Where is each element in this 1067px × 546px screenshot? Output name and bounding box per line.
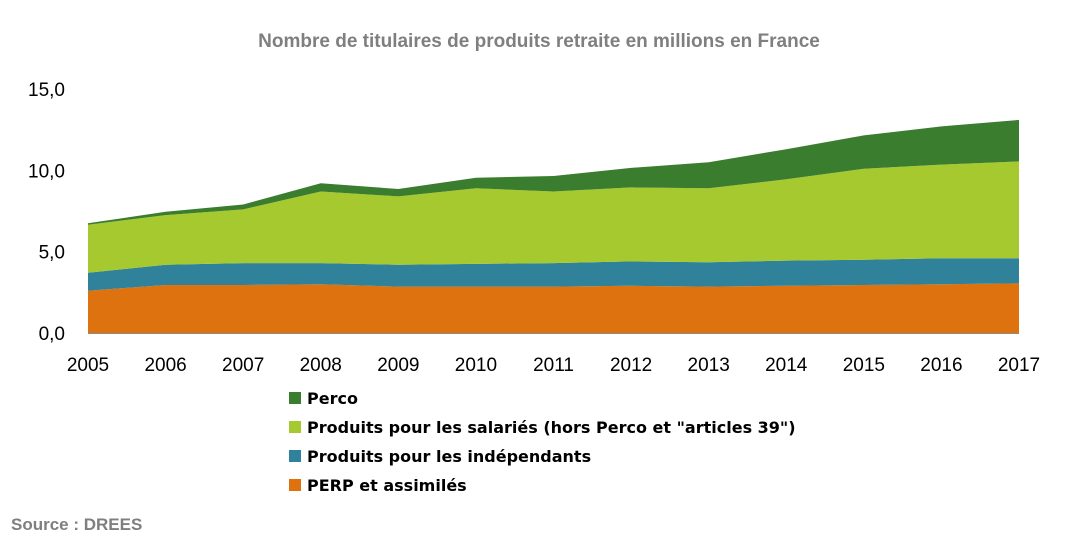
x-tick-label: 2009 [377, 355, 419, 376]
legend-label: Produits pour les salariés (hors Perco e… [307, 418, 796, 437]
legend-swatch [289, 392, 301, 404]
x-tick-label: 2016 [920, 355, 962, 376]
x-tick-label: 2006 [144, 355, 186, 376]
legend-label: Perco [307, 389, 358, 408]
y-tick-label: 0,0 [39, 324, 65, 345]
legend-swatch [289, 421, 301, 433]
x-tick-label: 2007 [222, 355, 264, 376]
y-tick-label: 5,0 [39, 243, 65, 264]
y-axis: 0,0 5,0 10,0 15,0 [28, 80, 65, 345]
x-tick-label: 2013 [688, 355, 730, 376]
legend-label: Produits pour les indépendants [307, 447, 591, 466]
area-produits-pour-les-independants [88, 258, 1019, 291]
x-tick-label: 2012 [610, 355, 652, 376]
x-tick-label: 2014 [765, 355, 808, 376]
legend-item-perp-et-assimiles: PERP et assimilés [289, 476, 467, 495]
legend-item-produits-pour-les-salaries-hors-perco-et-articles-39: Produits pour les salariés (hors Perco e… [289, 418, 796, 437]
x-tick-label: 2005 [67, 355, 109, 376]
legend-label: PERP et assimilés [307, 476, 467, 495]
x-tick-label: 2008 [300, 355, 342, 376]
x-tick-label: 2011 [533, 355, 574, 376]
chart-title: Nombre de titulaires de produits retrait… [258, 31, 820, 52]
area-produits-pour-les-salaries-hors-perco-et-articles-39 [88, 161, 1019, 273]
area-perp-et-assimiles [88, 283, 1019, 333]
legend-item-perco: Perco [289, 389, 358, 408]
x-axis: 2005 2006 2007 2008 2009 2010 2011 2012 2013 2014… [67, 355, 1040, 376]
areas [88, 119, 1019, 333]
legend-swatch [289, 479, 301, 491]
area-perco [88, 119, 1019, 225]
source-note: Source : DREES [11, 515, 142, 534]
legend: Perco Produits pour les salariés (hors Pe… [289, 389, 796, 495]
y-tick-label: 15,0 [28, 80, 65, 101]
x-tick-label: 2017 [998, 355, 1040, 376]
legend-swatch [289, 450, 301, 462]
x-tick-label: 2015 [843, 355, 885, 376]
x-tick-label: 2010 [455, 355, 497, 376]
legend-item-produits-pour-les-independants: Produits pour les indépendants [289, 447, 591, 466]
y-tick-label: 10,0 [28, 161, 65, 182]
